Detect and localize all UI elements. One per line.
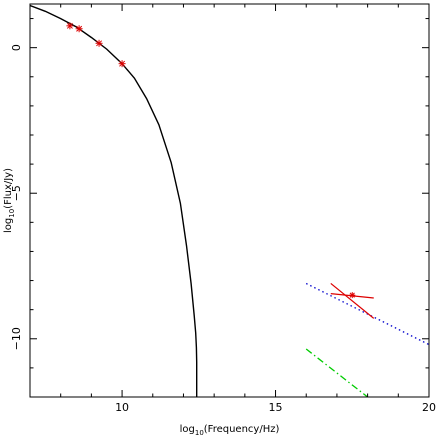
y-axis-label: log10(Flux/Jy) xyxy=(3,168,16,233)
bowtie-center-stroke xyxy=(349,292,355,298)
data-point xyxy=(66,22,74,30)
data-point xyxy=(75,25,83,33)
data-point-stroke xyxy=(119,60,126,67)
y-axis-label-sub: 10 xyxy=(8,209,16,218)
y-tick-label: −10 xyxy=(10,327,23,350)
x-tick-label: 15 xyxy=(269,401,283,414)
x-tick-label: 20 xyxy=(422,401,436,414)
plot-content xyxy=(30,4,429,397)
series-line-dashdot xyxy=(305,348,369,397)
plot-frame xyxy=(29,3,430,398)
bowtie-arm xyxy=(330,283,375,319)
x-axis-label-sub: 10 xyxy=(195,429,204,436)
x-axis-label: log10(Frequency/Hz) xyxy=(180,424,280,436)
data-point-stroke xyxy=(96,40,103,47)
x-axis-label-prefix: log xyxy=(180,424,195,435)
axis-ticks: 10 15 20 0 −5 −10 xyxy=(10,4,436,414)
y-tick-label: 0 xyxy=(10,44,23,51)
data-point-stroke xyxy=(76,25,83,32)
y-axis-label-suffix: (Flux/Jy) xyxy=(3,168,14,209)
x-axis-label-suffix: (Frequency/Hz) xyxy=(204,424,280,435)
data-point xyxy=(95,39,103,47)
bowtie-center-point xyxy=(349,292,356,299)
x-tick-label: 10 xyxy=(115,401,129,414)
data-point xyxy=(118,60,126,68)
data-point-stroke xyxy=(66,22,73,29)
y-axis-label-prefix: log xyxy=(3,218,14,233)
y-tick-label: −5 xyxy=(10,185,23,201)
series-line-solid xyxy=(30,4,198,397)
